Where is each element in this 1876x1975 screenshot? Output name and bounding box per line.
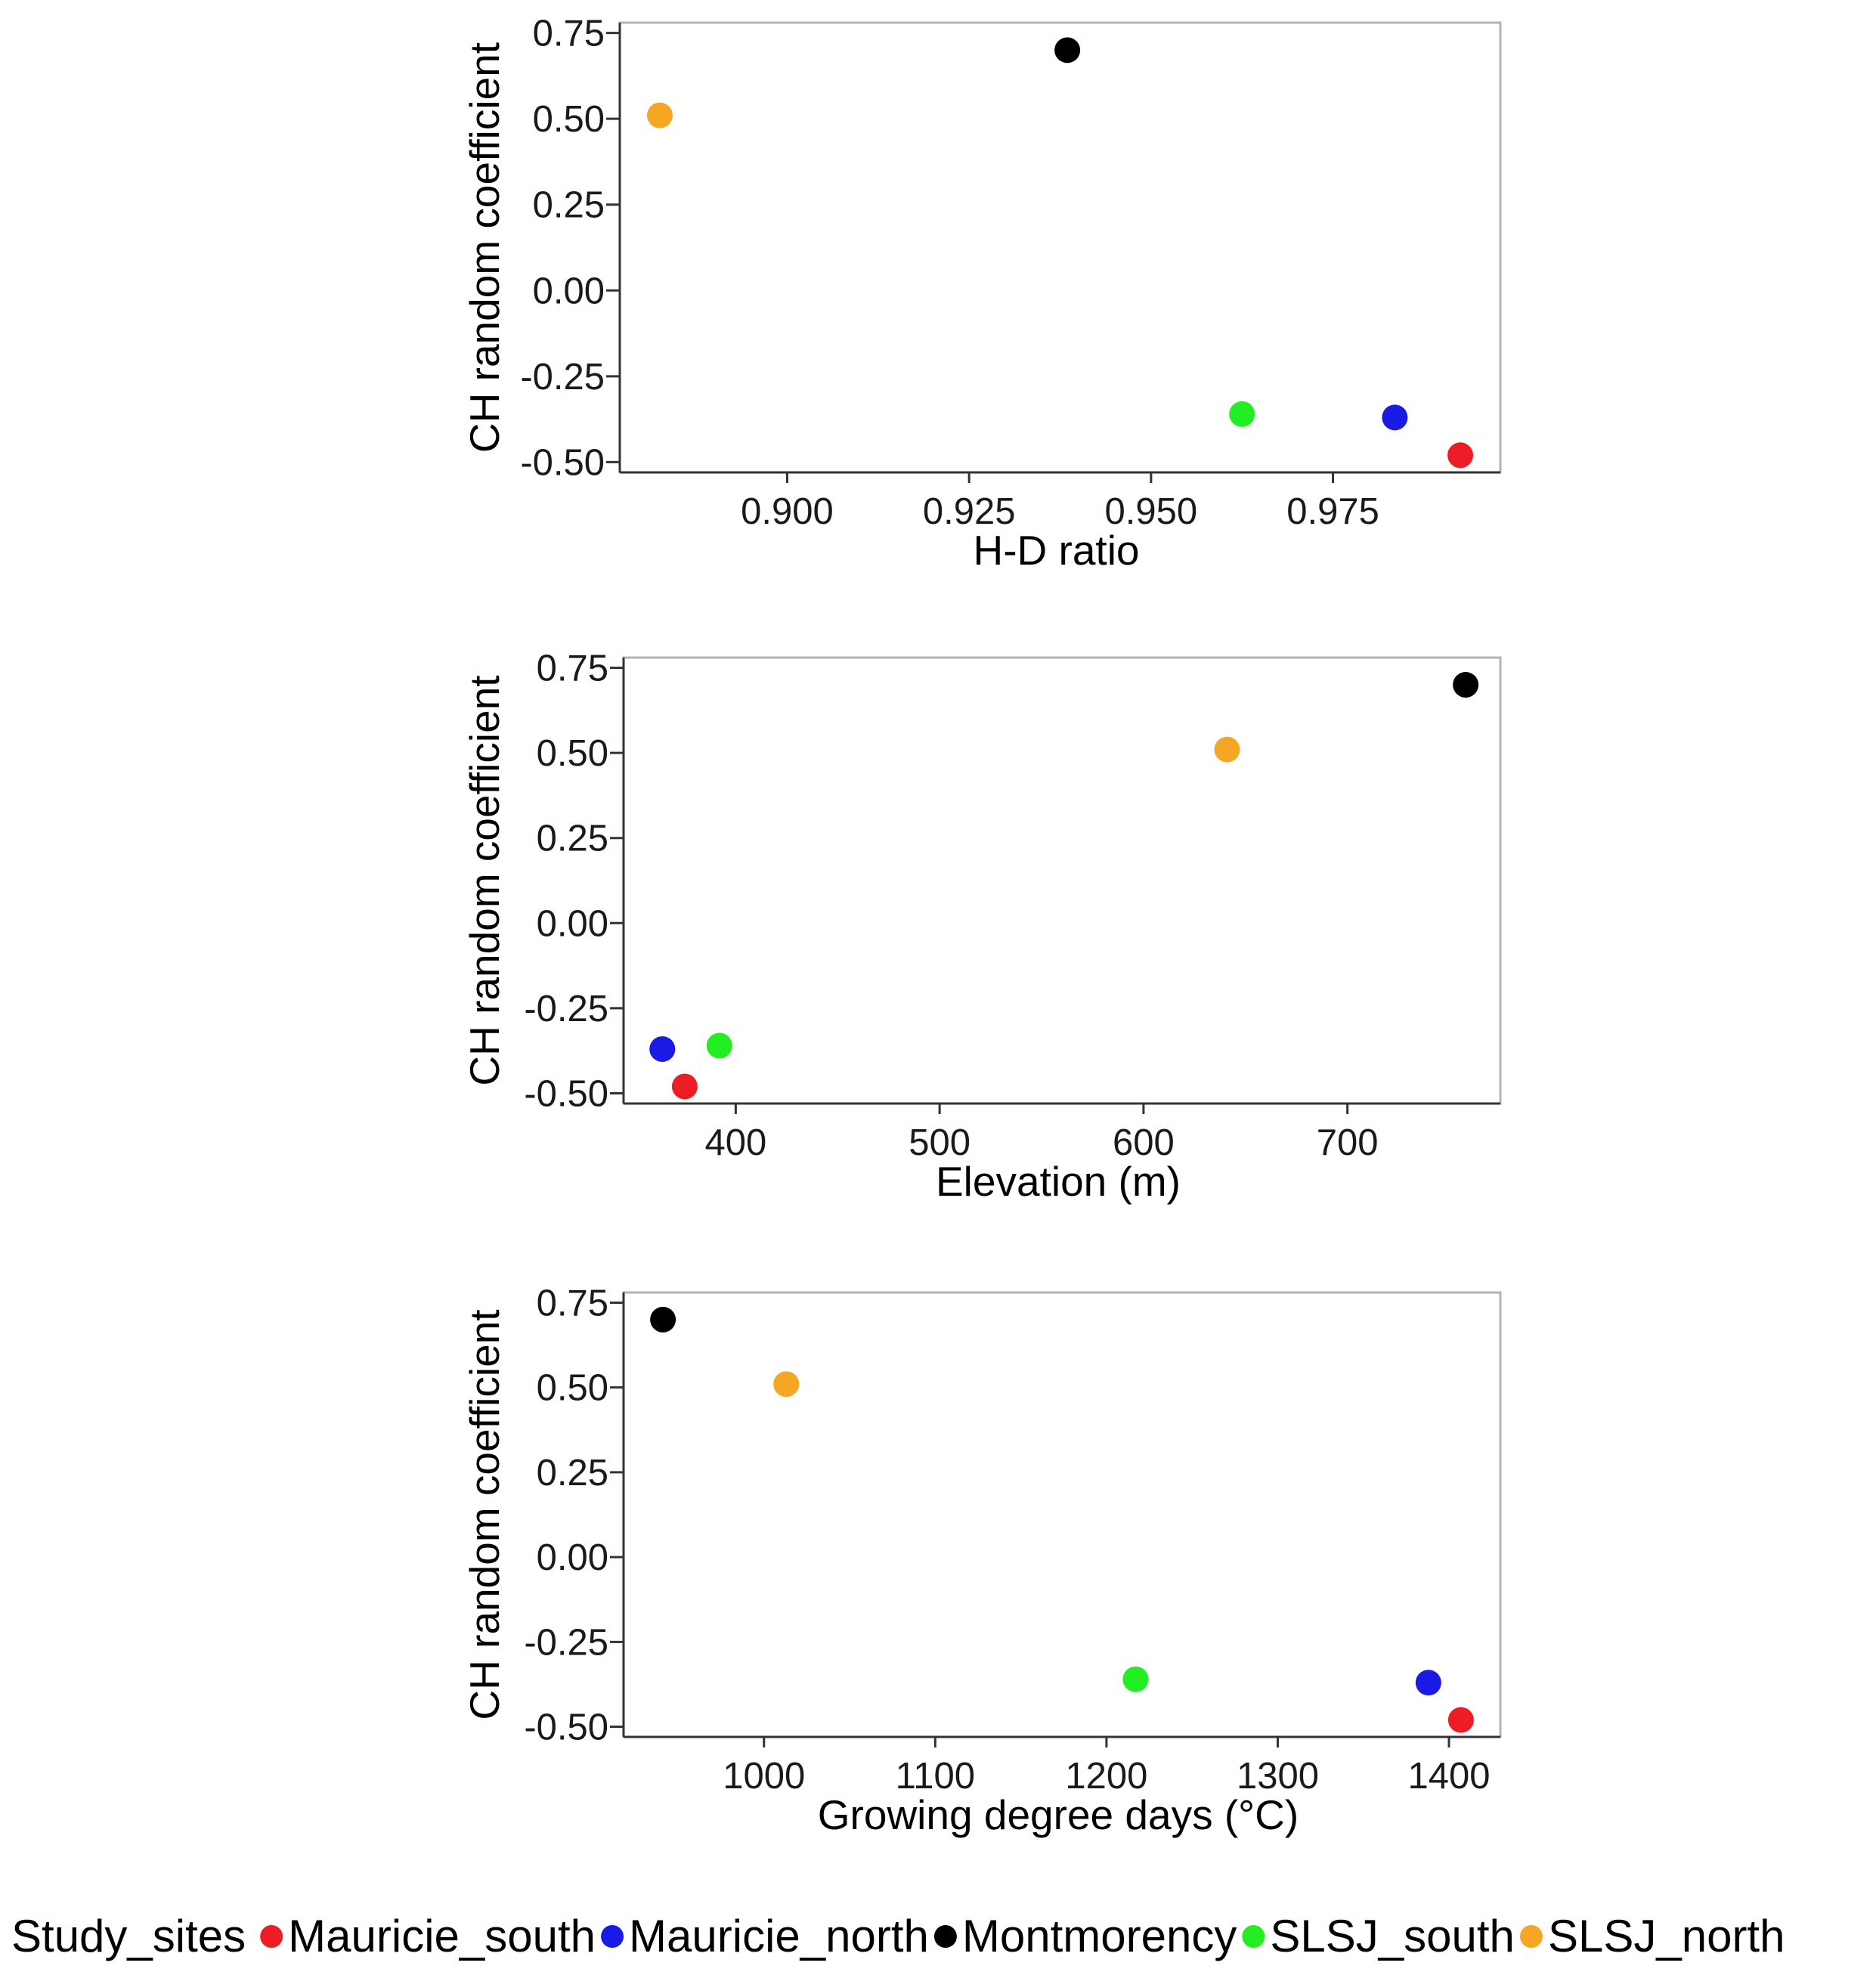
plot-frame	[622, 656, 1502, 1105]
point-slsj-south	[706, 1032, 732, 1059]
y-tick-label: 0.00	[533, 271, 605, 311]
scatter-panel-2: 0.75 0.50 0.25 0.00 -0.25 -0.50 400 500 600 700 El…	[461, 649, 1502, 1205]
y-tick-label: -0.25	[520, 357, 605, 398]
plot-frame	[622, 1291, 1502, 1738]
legend-marker	[933, 1925, 957, 1948]
plot-frame	[618, 21, 1502, 474]
point-mauricie-north	[1415, 1670, 1441, 1696]
y-tick-label: 0.50	[533, 99, 605, 140]
point-mauricie-north	[649, 1035, 676, 1062]
point-mauricie-south	[671, 1073, 698, 1100]
legend-label: SLSJ_north	[1548, 1911, 1785, 1961]
point-slsj-north	[646, 102, 673, 128]
x-tick-label: 1400	[1408, 1756, 1491, 1797]
legend-label: SLSJ_south	[1270, 1911, 1515, 1961]
scatter-panel-1: 0.75 0.50 0.25 0.00 -0.25 -0.50 0.900 0.925 0.95…	[461, 14, 1502, 574]
x-tick-label: 1000	[723, 1756, 805, 1797]
x-axis-title: Elevation (m)	[936, 1158, 1181, 1205]
y-tick-label: 0.00	[537, 1537, 608, 1578]
y-tick-label: 0.75	[537, 1283, 608, 1323]
panels: 0.75 0.50 0.25 0.00 -0.25 -0.50 0.900 0.925 0.95…	[461, 14, 1502, 1838]
y-tick-label: 0.75	[533, 14, 605, 54]
legend-title: Study_sites	[11, 1911, 246, 1961]
x-tick-label: 0.950	[1105, 491, 1198, 532]
point-montmorency	[650, 1306, 676, 1333]
x-tick-label: 1200	[1065, 1756, 1147, 1797]
legend-marker	[1242, 1925, 1265, 1948]
legend-entries: Mauricie_south Mauricie_north Montmorency S…	[260, 1911, 1785, 1961]
x-tick-label: 0.925	[923, 491, 1016, 532]
point-mauricie-south	[1447, 1707, 1474, 1733]
point-slsj-north	[773, 1371, 800, 1398]
x-tick-label: 1300	[1237, 1756, 1319, 1797]
x-tick-label: 400	[704, 1122, 766, 1163]
legend-label: Montmorency	[962, 1911, 1237, 1961]
point-mauricie-south	[1447, 442, 1474, 469]
legend-label: Mauricie_north	[629, 1911, 929, 1961]
y-tick-label: -0.25	[524, 989, 608, 1029]
point-slsj-north	[1214, 736, 1240, 763]
x-axis-title: H-D ratio	[973, 527, 1139, 574]
point-mauricie-north	[1382, 404, 1408, 431]
point-montmorency	[1453, 672, 1479, 698]
x-tick-label: 500	[909, 1122, 971, 1163]
y-axis-title: CH random coefficient	[461, 42, 508, 453]
legend: Study_sites Mauricie_south Mauricie_north…	[11, 1911, 1785, 1961]
y-tick-label: 0.25	[537, 1453, 608, 1494]
legend-label: Mauricie_south	[288, 1911, 596, 1961]
y-tick-label: 0.75	[537, 649, 608, 689]
legend-marker	[1519, 1925, 1543, 1948]
point-slsj-south	[1229, 401, 1255, 427]
y-tick-label: 0.25	[533, 185, 605, 226]
x-tick-label: 0.975	[1286, 491, 1379, 532]
y-tick-label: 0.50	[537, 733, 608, 774]
scatter-panel-3: 0.75 0.50 0.25 0.00 -0.25 -0.50 1000 1100 1200 13…	[461, 1283, 1502, 1838]
y-tick-label: -0.50	[520, 442, 605, 483]
x-tick-label: 600	[1113, 1122, 1175, 1163]
x-tick-label: 0.900	[741, 491, 834, 532]
y-tick-label: 0.50	[537, 1368, 608, 1409]
legend-marker	[260, 1925, 283, 1948]
y-tick-label: -0.50	[524, 1073, 608, 1114]
x-tick-label: 700	[1317, 1122, 1379, 1163]
point-slsj-south	[1122, 1666, 1149, 1692]
y-tick-label: -0.25	[524, 1622, 608, 1663]
legend-marker	[601, 1925, 624, 1948]
y-axis-title: CH random coefficient	[461, 675, 508, 1085]
y-tick-label: 0.25	[537, 819, 608, 859]
y-tick-label: 0.00	[537, 903, 608, 944]
x-tick-label: 1100	[896, 1756, 975, 1797]
point-montmorency	[1054, 37, 1081, 63]
y-axis-title: CH random coefficient	[461, 1309, 508, 1720]
x-axis-title: Growing degree days (°C)	[818, 1791, 1299, 1838]
y-tick-label: -0.50	[524, 1707, 608, 1748]
